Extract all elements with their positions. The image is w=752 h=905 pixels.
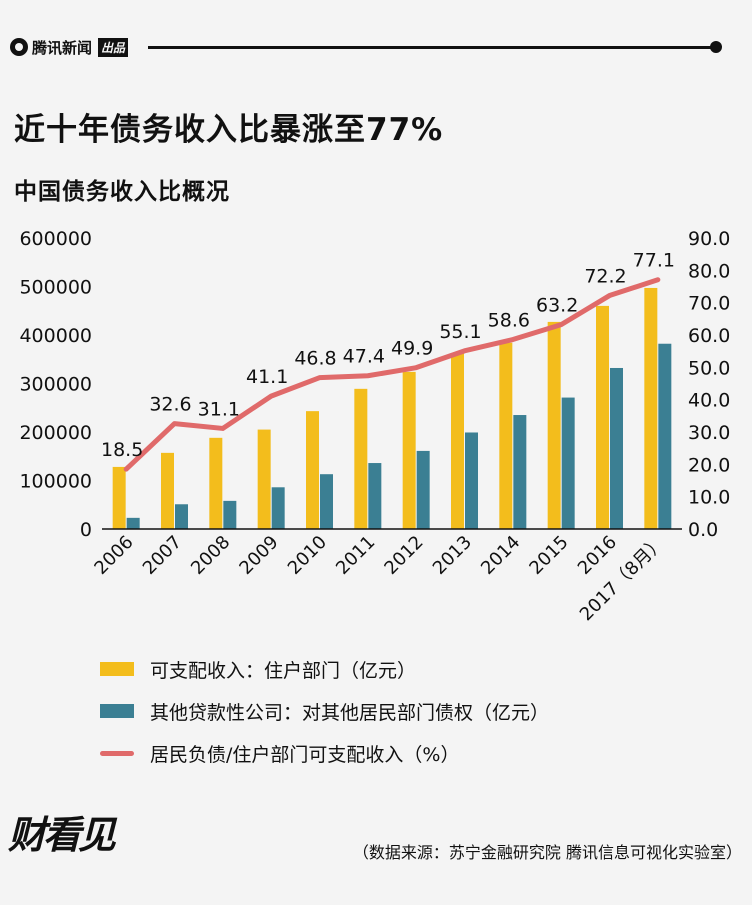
loan-bar [320,474,333,529]
chart-subtitle: 中国债务收入比概况 [14,179,230,205]
legend-item-loans: 其他贷款性公司：对其他居民部门债权（亿元） [100,690,549,732]
loan-bar [175,504,188,529]
x-category-label: 2014 [477,532,524,579]
y-left-tick-label: 600000 [19,228,92,250]
y-left-tick-label: 0 [80,519,92,541]
brand-header: 腾讯新闻 出品 [10,36,129,58]
y-right-tick-label: 0.0 [688,519,718,541]
loan-bar [271,487,285,529]
ratio-data-label: 46.8 [294,348,336,370]
tencent-news-logo-icon [10,38,28,56]
x-category-label: 2017（8月） [576,532,670,626]
chart-legend: 可支配收入：住户部门（亿元） 其他贷款性公司：对其他居民部门债权（亿元） 居民负… [100,648,549,774]
x-category-label: 2006 [90,532,137,579]
x-category-label: 2008 [187,532,234,579]
loan-bar [513,415,527,529]
ratio-data-label: 47.4 [343,346,385,368]
y-left-tick-label: 500000 [19,277,92,299]
x-category-label: 2007 [139,532,186,579]
caikanjian-logo: 财看见 [8,804,116,859]
loan-bar [610,367,623,529]
loan-bar [465,432,478,529]
loan-bar [126,517,140,529]
y-right-tick-label: 80.0 [688,260,730,282]
y-left-tick-label: 300000 [19,374,92,396]
y-right-tick-label: 20.0 [688,454,730,476]
income-bar [402,371,416,529]
loan-bar [416,450,430,529]
legend-swatch-ratio [100,750,134,756]
x-category-label: 2012 [380,532,427,579]
y-left-tick-label: 400000 [19,325,92,347]
y-right-tick-label: 90.0 [688,228,730,250]
y-right-tick-label: 60.0 [688,325,730,347]
x-category-label: 2011 [332,532,379,579]
x-category-label: 2009 [235,532,282,579]
header-rule [148,46,716,49]
income-bar [451,353,464,529]
y-left-tick-label: 200000 [19,422,92,444]
debt-income-chart: 0 100000 200000 300000 400000 500000 600000 0.0… [19,228,730,626]
legend-item-ratio: 居民负债/住户部门可支配收入（%） [100,732,549,774]
loan-bar [223,500,237,529]
ratio-data-label: 55.1 [439,321,481,343]
income-bar [499,342,513,529]
header-rule-dot [710,41,722,53]
ratio-data-label: 41.1 [246,366,288,388]
income-bar [644,287,658,529]
y-left-tick-label: 100000 [19,471,92,493]
ratio-data-label: 77.1 [633,250,675,272]
income-bar [161,452,174,529]
ratio-data-label: 31.1 [198,398,240,420]
ratio-data-label: 58.6 [488,310,530,332]
x-category-label: 2015 [525,532,572,579]
legend-item-income: 可支配收入：住户部门（亿元） [100,648,549,690]
y-right-tick-label: 10.0 [688,487,730,509]
income-bar [306,411,319,529]
loan-bar [658,343,672,529]
legend-label-loans: 其他贷款性公司：对其他居民部门债权（亿元） [150,701,550,724]
ratio-line [123,277,661,472]
income-bar [209,437,223,529]
legend-swatch-income [100,662,134,676]
ratio-data-label: 32.6 [149,394,191,416]
data-source-note: （数据来源：苏宁金融研究院 腾讯信息可视化实验室） [352,843,742,862]
income-bar [257,429,271,529]
ratio-data-label: 72.2 [584,266,626,288]
page-title: 近十年债务收入比暴涨至77% [14,112,444,148]
legend-swatch-loans [100,704,134,718]
income-bar [547,321,561,529]
ratio-data-label: 18.5 [101,439,143,461]
y-right-tick-label: 50.0 [688,357,730,379]
legend-label-ratio: 居民负债/住户部门可支配收入（%） [150,743,460,766]
brand-name: 腾讯新闻 [32,38,93,57]
income-bar [596,305,609,529]
income-bar [112,466,126,529]
x-category-label: 2013 [429,532,476,579]
income-bar [354,388,368,529]
loan-bar [561,397,575,529]
ratio-data-label: 63.2 [536,295,578,317]
y-right-tick-label: 40.0 [688,390,730,412]
y-right-tick-label: 30.0 [688,422,730,444]
footer-logo-text: 财看见 [8,813,116,857]
legend-label-income: 可支配收入：住户部门（亿元） [150,659,417,682]
loan-bar [368,463,382,529]
x-category-label: 2010 [284,532,331,579]
ratio-data-label: 49.9 [391,338,433,360]
y-right-tick-label: 70.0 [688,293,730,315]
brand-tag: 出品 [98,37,129,57]
